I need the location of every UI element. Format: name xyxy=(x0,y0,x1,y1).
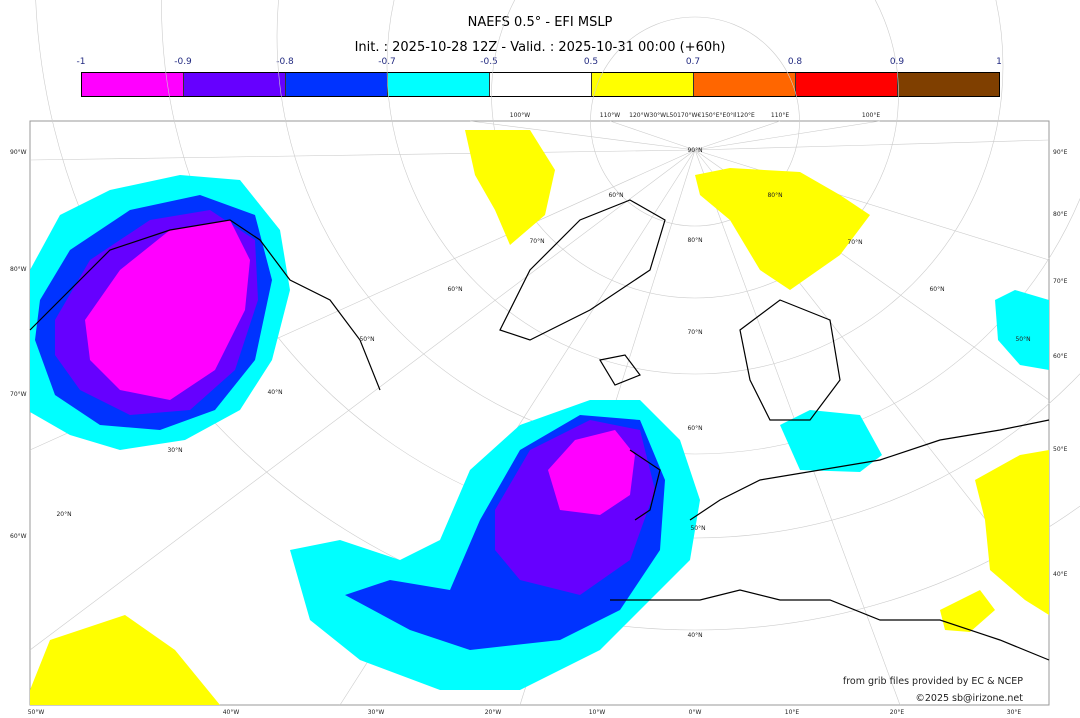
colorbar-label: 0.5 xyxy=(583,57,599,67)
colorbar-swatch xyxy=(898,73,999,96)
meridian xyxy=(469,120,696,151)
efi-area-yellow xyxy=(975,450,1049,615)
graticule-label: 40°E xyxy=(1053,571,1068,578)
graticule-label: 70°N xyxy=(687,329,702,336)
efi-area-yellow xyxy=(465,130,555,245)
graticule-label: 50°E xyxy=(1053,446,1068,453)
graticule-label: 20°N xyxy=(56,511,71,518)
colorbar xyxy=(81,72,1000,97)
graticule-label: 40°N xyxy=(267,389,282,396)
meridian xyxy=(29,149,696,161)
graticule-label: 0°W xyxy=(689,709,702,716)
colorbar-swatch xyxy=(388,73,490,96)
coastlines xyxy=(29,199,1050,661)
meridian xyxy=(694,139,1050,151)
colorbar-label: 0.8 xyxy=(787,57,803,67)
graticule-label: 110°E xyxy=(771,112,789,119)
meridian xyxy=(694,149,1050,261)
parallel xyxy=(386,0,1004,375)
colorbar-label: -0.5 xyxy=(480,57,498,67)
graticule-label: 50°N xyxy=(690,525,705,532)
graticule-label: 40°W xyxy=(223,709,240,716)
parallel xyxy=(276,0,1080,455)
efi-area-magenta xyxy=(548,430,635,515)
map-title: NAEFS 0.5° - EFI MSLP xyxy=(467,15,613,30)
graticule-label: 100°E xyxy=(862,112,880,119)
efi-area-magenta xyxy=(85,220,250,400)
meridian xyxy=(609,120,696,151)
graticule-label: 50°W xyxy=(28,709,45,716)
graticule-label: 70°E xyxy=(1053,278,1068,285)
graticule-label: 90°E xyxy=(1053,149,1068,156)
efi-area-yellow xyxy=(695,168,870,290)
colorbar-swatch xyxy=(592,73,694,96)
graticule-label: 90°W xyxy=(10,149,27,156)
efi-area-cyan xyxy=(780,410,882,472)
graticule-label: 60°N xyxy=(447,286,462,293)
graticule-label: 30°W xyxy=(368,709,385,716)
colorbar-label: -0.9 xyxy=(174,57,192,67)
graticule-label: 50°N xyxy=(1015,336,1030,343)
graticule-label: 10°E xyxy=(785,709,800,716)
parallel xyxy=(590,16,800,227)
colorbar-label: -1 xyxy=(76,57,86,67)
colorbar-swatch xyxy=(184,73,286,96)
copyright: ©2025 sb@irizone.net xyxy=(915,693,1023,704)
colorbar-swatch xyxy=(82,73,184,96)
graticule-label: 70°N xyxy=(847,239,862,246)
parallel xyxy=(35,0,1080,631)
graticule-label: 90°N xyxy=(687,147,702,154)
parallel xyxy=(161,0,1080,539)
graticule-label: 50°N xyxy=(359,336,374,343)
meridian xyxy=(694,120,881,151)
graticule-label: 30°E xyxy=(1007,709,1022,716)
graticule-label: 60°N xyxy=(608,192,623,199)
meridian xyxy=(694,120,781,151)
graticule-labels: 90°W 80°W 70°W 60°W 90°E 80°E 70°E 60°E 50°E 40°E… xyxy=(10,112,1068,716)
graticule-label: 60°N xyxy=(929,286,944,293)
graticule-label: 10°W xyxy=(589,709,606,716)
colorbar-swatch xyxy=(694,73,796,96)
graticule-label: 80°E xyxy=(1053,211,1068,218)
graticule-label: 80°N xyxy=(767,192,782,199)
graticule-label: 20°E xyxy=(890,709,905,716)
colorbar-label: 0.9 xyxy=(889,57,905,67)
efi-areas xyxy=(30,130,1049,705)
source-credit: from grib files provided by EC & NCEP xyxy=(842,676,1023,687)
graticule-label: 120°W30°WL50170°W€150°E°E0°Il120°E xyxy=(629,112,755,119)
graticule-label: 80°W xyxy=(10,266,27,273)
colorbar-swatch xyxy=(796,73,898,96)
colorbar-label: -0.8 xyxy=(276,57,294,67)
graticule-label: 110°W xyxy=(600,112,620,119)
graticule-label: 60°N xyxy=(687,425,702,432)
graticule-label: 20°W xyxy=(485,709,502,716)
graticule-label: 100°W xyxy=(510,112,530,119)
graticule-label: 70°W xyxy=(10,391,27,398)
meridian xyxy=(29,149,696,651)
graticule-label: 60°W xyxy=(10,533,27,540)
efi-area-cyan xyxy=(995,290,1049,370)
graticule-label: 40°N xyxy=(687,632,702,639)
colorbar-label: 0.7 xyxy=(685,57,701,67)
graticule-label: 70°N xyxy=(529,238,544,245)
colorbar-label: 1 xyxy=(996,57,1002,67)
colorbar-swatch xyxy=(490,73,592,96)
graticule-label: 30°N xyxy=(167,447,182,454)
graticule-label: 60°E xyxy=(1053,353,1068,360)
map-subtitle: Init. : 2025-10-28 12Z - Valid. : 2025-1… xyxy=(354,40,726,55)
efi-area-yellow xyxy=(30,615,220,705)
efi-area-yellow xyxy=(940,590,995,632)
graticule-label: 80°N xyxy=(687,237,702,244)
parallel xyxy=(491,0,899,299)
